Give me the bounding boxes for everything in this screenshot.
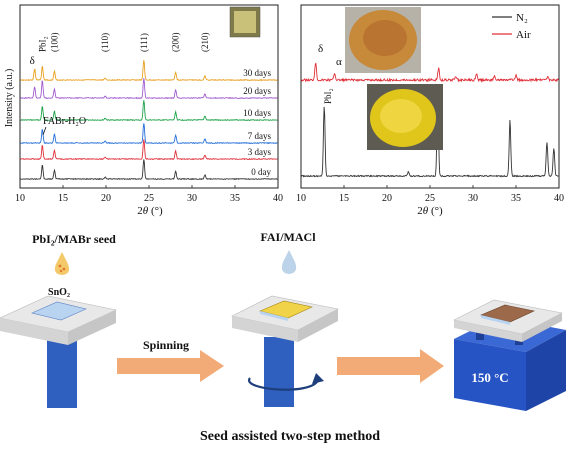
air-film-disc-inner [363, 20, 407, 56]
substrate-plate-2-side [298, 309, 338, 342]
seed-dot [62, 267, 66, 271]
spinning-label: Spinning [143, 338, 189, 352]
rotation-arrowhead [312, 373, 324, 384]
xrd-trace-air [300, 62, 559, 83]
xrd-trace-0-day [20, 159, 278, 181]
x-tick-label: 30 [468, 193, 478, 204]
process-arrow-1 [117, 350, 224, 382]
substrate-plate-1-front [0, 318, 68, 345]
xrd-trace-20-days [20, 78, 278, 100]
series-label: 0 day [251, 167, 271, 177]
perovskite-film-underlayer [481, 315, 510, 325]
panel-a-series-labels: 30 days 20 days 10 days 7 days 3 days 0 day [243, 68, 271, 177]
panel-b-alpha-label: α [336, 56, 342, 68]
schematic-process: PbI₂/MABr seed FAI/MACl SnO₂ Spinning [0, 230, 566, 444]
x-tick-label: 10 [296, 193, 306, 204]
panel-b-x-axis-label: 2θ (°) [417, 205, 443, 217]
panel-a-x-ticks: 10 15 20 25 30 35 40 [15, 185, 283, 204]
panel-a-x-axis-label: 2θ (°) [137, 205, 163, 217]
panel-a-traces [20, 60, 278, 181]
peak-label: (210) [200, 33, 210, 53]
seed-dot [58, 264, 62, 268]
process-arrow-2 [337, 349, 444, 383]
series-label: 30 days [243, 68, 271, 78]
panel-a-y-axis-label: Intensity (a.u.) [4, 69, 15, 128]
perovskite-film [480, 304, 535, 323]
fabr-h2o-arrow [42, 126, 47, 136]
x-tick-label: 15 [339, 193, 349, 204]
x-tick-label: 25 [425, 193, 435, 204]
hotplate-front [454, 339, 526, 411]
stage-1-spin-coater: SnO₂ [0, 287, 117, 408]
x-tick-label: 30 [187, 193, 197, 204]
panel-b-legend: N₂ Air [492, 12, 531, 41]
peak-label: (110) [100, 33, 110, 52]
peak-label: (200) [171, 33, 181, 53]
panel-b-x-ticks: 10 15 20 25 30 35 40 [296, 185, 564, 204]
n2-film-disc-inner [380, 99, 422, 133]
panel-b-traces [300, 62, 559, 178]
xrd-trace-3-days [20, 139, 278, 161]
film-photo-inner [234, 11, 256, 33]
peak-label: δ [30, 55, 35, 67]
substrate-plate-1-side [68, 310, 116, 345]
x-tick-label: 20 [382, 193, 392, 204]
stage-2-spin-coater [231, 295, 339, 407]
panel-b-xrd-atmosphere: 10 15 20 25 30 35 40 N₂ Air δ α PbI₂ 2θ (°) [296, 4, 564, 217]
method-caption: Seed assisted two-step method [200, 429, 380, 444]
hotplate-leg [476, 333, 484, 340]
panel-b-pbi2-label: PbI₂ [323, 88, 333, 104]
peak-label: (100) [49, 33, 59, 53]
sno2-film [31, 301, 87, 321]
legend-n2-label: N₂ [516, 12, 528, 24]
substrate-plate-3-front [454, 320, 522, 342]
series-label: 20 days [243, 86, 271, 96]
x-tick-label: 35 [511, 193, 521, 204]
fai-droplet-icon [281, 250, 297, 274]
fai-film-underlayer [260, 311, 288, 321]
fai-film [259, 300, 313, 319]
spin-shaft-2 [264, 337, 294, 407]
substrate-plate-3-side [522, 313, 562, 342]
x-tick-label: 40 [273, 193, 283, 204]
x-tick-label: 15 [58, 193, 68, 204]
seed-dot [59, 269, 63, 273]
fai-label: FAI/MACl [260, 230, 316, 244]
spin-shaft-1 [47, 340, 77, 408]
peak-label: PbI₂ [37, 36, 47, 52]
x-tick-label: 25 [144, 193, 154, 204]
legend-air-label: Air [516, 29, 531, 41]
hotplate-leg [515, 338, 523, 345]
panel-b-delta-label: δ [318, 43, 323, 55]
x-tick-label: 20 [101, 193, 111, 204]
series-label: 7 days [248, 131, 272, 141]
x-tick-label: 35 [230, 193, 240, 204]
fabr-h2o-annotation: FABr-H₂O [43, 116, 86, 127]
seed-droplet-icon [54, 252, 70, 275]
stage-3-hotplate: 150 °C [453, 299, 566, 411]
xrd-trace-n2 [301, 94, 559, 178]
seed-label: PbI₂/MABr seed [32, 232, 116, 246]
series-label: 10 days [243, 108, 271, 118]
xrd-trace-7-days [20, 123, 278, 145]
sno2-label: SnO₂ [48, 287, 70, 298]
xrd-trace-10-days [20, 100, 278, 122]
hotplate-side [526, 330, 566, 411]
peak-label: (111) [139, 33, 149, 52]
series-label: 3 days [248, 147, 272, 157]
substrate-plate-2-front [232, 316, 298, 342]
rotation-arrow-icon [248, 377, 320, 391]
xrd-trace-30-days [20, 60, 278, 82]
temperature-label: 150 °C [471, 370, 508, 385]
x-tick-label: 10 [15, 193, 25, 204]
x-tick-label: 40 [554, 193, 564, 204]
